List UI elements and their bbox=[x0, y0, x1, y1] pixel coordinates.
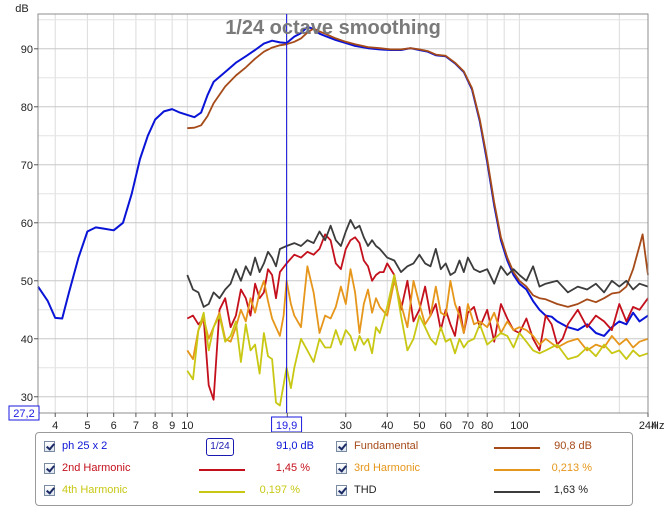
x-tick-label: 6 bbox=[111, 420, 117, 432]
x-tick-label: 80 bbox=[481, 420, 493, 432]
legend-item-ph-25[interactable]: ph 25 x 2 1/24 91,0 dB bbox=[44, 437, 334, 459]
x-tick-label: 9 bbox=[169, 420, 175, 432]
legend-line-swatch bbox=[494, 469, 540, 471]
legend-checkbox[interactable] bbox=[44, 485, 55, 496]
y-tick-label: 60 bbox=[21, 218, 33, 230]
legend-value: 0,197 % bbox=[259, 484, 300, 496]
series-line bbox=[186, 274, 649, 407]
legend-value: 91,0 dB bbox=[276, 440, 314, 452]
x-tick-label: 7 bbox=[133, 420, 139, 432]
legend-checkbox[interactable] bbox=[336, 463, 347, 474]
grid bbox=[38, 14, 648, 413]
smoothing-button[interactable]: 1/24 bbox=[206, 438, 234, 456]
x-tick-label: 70 bbox=[462, 420, 474, 432]
legend-value: 1,63 % bbox=[553, 484, 588, 496]
legend-line-swatch bbox=[494, 491, 540, 493]
legend-label: THD bbox=[354, 484, 377, 496]
y-tick-label: 90 bbox=[21, 44, 33, 56]
legend-label: 4th Harmonic bbox=[62, 484, 128, 496]
legend-line-swatch bbox=[199, 469, 245, 471]
x-tick-label: 50 bbox=[413, 420, 425, 432]
series-line bbox=[186, 233, 649, 401]
y-tick-label: 70 bbox=[21, 160, 33, 172]
legend-item-2nd-harmonic[interactable]: 2nd Harmonic 1,45 % bbox=[44, 459, 334, 481]
legend-item-thd[interactable]: THD 1,63 % bbox=[336, 481, 626, 503]
legend-label: Fundamental bbox=[354, 440, 419, 452]
x-tick-label: 8 bbox=[152, 420, 158, 432]
legend-checkbox[interactable] bbox=[336, 441, 347, 452]
cursor-x-readout: 19,9 bbox=[276, 420, 297, 432]
series-line bbox=[187, 27, 649, 308]
x-tick-label: 5 bbox=[84, 420, 90, 432]
legend-checkbox[interactable] bbox=[336, 485, 347, 496]
plot-series bbox=[37, 25, 649, 407]
legend-panel: ph 25 x 2 1/24 91,0 dB Fundamental 90,8 … bbox=[35, 432, 633, 506]
legend-value: 90,8 dB bbox=[554, 440, 592, 452]
x-tick-label: 100 bbox=[510, 420, 528, 432]
plot-area bbox=[38, 14, 648, 413]
cursor-y-readout: 27,2 bbox=[13, 408, 34, 420]
legend-line-swatch bbox=[494, 447, 540, 449]
legend-row: 2nd Harmonic 1,45 % 3rd Harmonic 0,213 % bbox=[36, 459, 632, 481]
y-tick-label: 80 bbox=[21, 102, 33, 114]
x-tick-label: 40 bbox=[381, 420, 393, 432]
y-tick-label: 50 bbox=[21, 276, 33, 288]
x-axis-unit: Hz bbox=[651, 420, 664, 432]
x-tick-label: 244 bbox=[639, 420, 657, 432]
legend-row: 4th Harmonic 0,197 % THD 1,63 % bbox=[36, 481, 632, 503]
legend-item-4th-harmonic[interactable]: 4th Harmonic 0,197 % bbox=[44, 481, 334, 503]
y-tick-label: 30 bbox=[21, 392, 33, 404]
x-tick-label: 30 bbox=[340, 420, 352, 432]
y-tick-label: 40 bbox=[21, 334, 33, 346]
x-tick-label: 10 bbox=[181, 420, 193, 432]
x-tick-label: 4 bbox=[52, 420, 58, 432]
frequency-response-chart[interactable]: 30 40 50 60 70 80 90 4 5 6 7 8 9 10 30 40 50 60 70 80 100 244… bbox=[0, 0, 667, 432]
series-line bbox=[186, 265, 649, 361]
plot-frame bbox=[37, 13, 649, 414]
legend-value: 0,213 % bbox=[551, 462, 592, 474]
x-tick-label: 60 bbox=[440, 420, 452, 432]
legend-line-swatch bbox=[199, 491, 245, 493]
cursor-x-readout-box bbox=[271, 416, 303, 432]
legend-checkbox[interactable] bbox=[44, 463, 55, 474]
legend-row: ph 25 x 2 1/24 91,0 dB Fundamental 90,8 … bbox=[36, 437, 632, 459]
y-axis-label: dB bbox=[15, 3, 28, 15]
legend-label: ph 25 x 2 bbox=[62, 440, 108, 452]
legend-item-fundamental[interactable]: Fundamental 90,8 dB bbox=[336, 437, 626, 459]
axes: 30 40 50 60 70 80 90 4 5 6 7 8 9 10 30 40 50 60 70 80 100 244… bbox=[8, 13, 657, 432]
legend-value: 1,45 % bbox=[275, 462, 310, 474]
legend-item-3rd-harmonic[interactable]: 3rd Harmonic 0,213 % bbox=[336, 459, 626, 481]
series-line bbox=[186, 218, 649, 308]
series-line bbox=[37, 25, 649, 337]
cursor-y-readout-box bbox=[8, 405, 40, 421]
chart-title: 1/24 octave smoothing bbox=[225, 17, 441, 39]
legend-label: 3rd Harmonic bbox=[354, 462, 421, 474]
legend-label: 2nd Harmonic bbox=[62, 462, 131, 474]
legend-checkbox[interactable] bbox=[44, 441, 55, 452]
